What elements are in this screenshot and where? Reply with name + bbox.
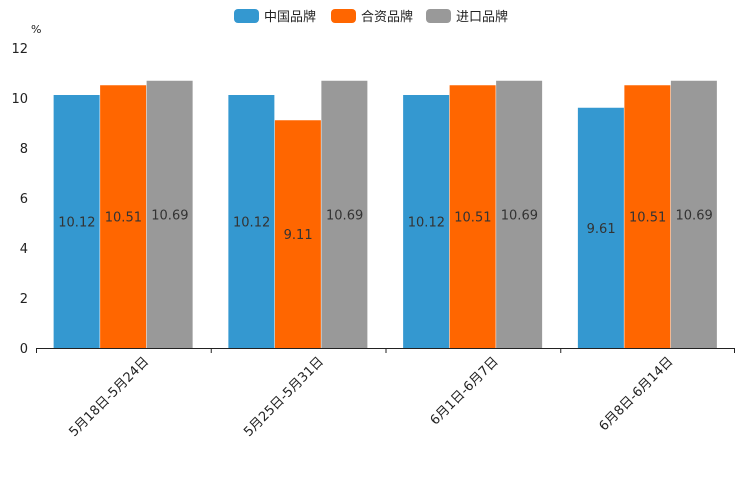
y-tick-label: 6 bbox=[20, 192, 28, 207]
x-category-label: 5月18日-5月24日 bbox=[66, 354, 152, 440]
bar bbox=[100, 85, 147, 348]
bar bbox=[321, 80, 368, 348]
legend-item[interactable]: 进口品牌 bbox=[426, 9, 508, 25]
x-category-label: 6月1日-6月7日 bbox=[428, 354, 502, 428]
bar-value-label: 10.12 bbox=[408, 216, 445, 231]
bar bbox=[146, 80, 193, 348]
bar bbox=[403, 95, 450, 348]
bars: 10.12 10.51 10.69 10.12 9.11 10.69 10.12 10.51 1… bbox=[53, 80, 717, 348]
y-axis-unit: % bbox=[31, 23, 41, 36]
bar bbox=[449, 85, 496, 348]
x-axis: 5月18日-5月24日 5月25日-5月31日 6月1日-6月7日 6月8日-6月14… bbox=[36, 348, 735, 440]
y-tick-label: 12 bbox=[11, 42, 28, 57]
bar-value-label: 9.61 bbox=[587, 222, 616, 237]
legend-item[interactable]: 合资品牌 bbox=[331, 9, 413, 25]
bar-value-label: 10.69 bbox=[676, 208, 713, 223]
bar-value-label: 10.51 bbox=[105, 211, 142, 226]
legend-label: 进口品牌 bbox=[456, 9, 508, 25]
bar-value-label: 10.69 bbox=[326, 208, 363, 223]
y-tick-label: 4 bbox=[20, 242, 28, 257]
bar-value-label: 10.69 bbox=[151, 208, 188, 223]
bar bbox=[228, 95, 275, 348]
legend-item[interactable]: 中国品牌 bbox=[234, 9, 316, 25]
bar-value-label: 9.11 bbox=[284, 228, 313, 243]
bar-value-label: 10.12 bbox=[58, 216, 95, 231]
bar bbox=[53, 95, 100, 348]
legend-swatch bbox=[331, 9, 356, 23]
x-category-label: 5月25日-5月31日 bbox=[241, 354, 327, 440]
bar bbox=[577, 107, 624, 348]
bar bbox=[624, 85, 671, 348]
bar-value-label: 10.51 bbox=[454, 211, 491, 226]
bar-value-label: 10.51 bbox=[629, 211, 666, 226]
legend: 中国品牌 合资品牌 进口品牌 bbox=[234, 9, 508, 25]
y-tick-label: 10 bbox=[11, 92, 28, 107]
y-tick-label: 2 bbox=[20, 292, 28, 307]
bar-value-label: 10.69 bbox=[501, 208, 538, 223]
legend-label: 中国品牌 bbox=[264, 9, 316, 25]
y-tick-label: 0 bbox=[20, 342, 28, 357]
legend-swatch bbox=[426, 9, 451, 23]
bar-value-label: 10.12 bbox=[233, 216, 270, 231]
y-axis: 0 2 4 6 8 10 12 bbox=[11, 42, 28, 357]
legend-label: 合资品牌 bbox=[361, 9, 413, 25]
bar bbox=[274, 120, 321, 348]
x-category-label: 6月8日-6月14日 bbox=[597, 354, 677, 434]
bar bbox=[670, 80, 717, 348]
legend-swatch bbox=[234, 9, 259, 23]
bar bbox=[496, 80, 543, 348]
y-tick-label: 8 bbox=[20, 142, 28, 157]
